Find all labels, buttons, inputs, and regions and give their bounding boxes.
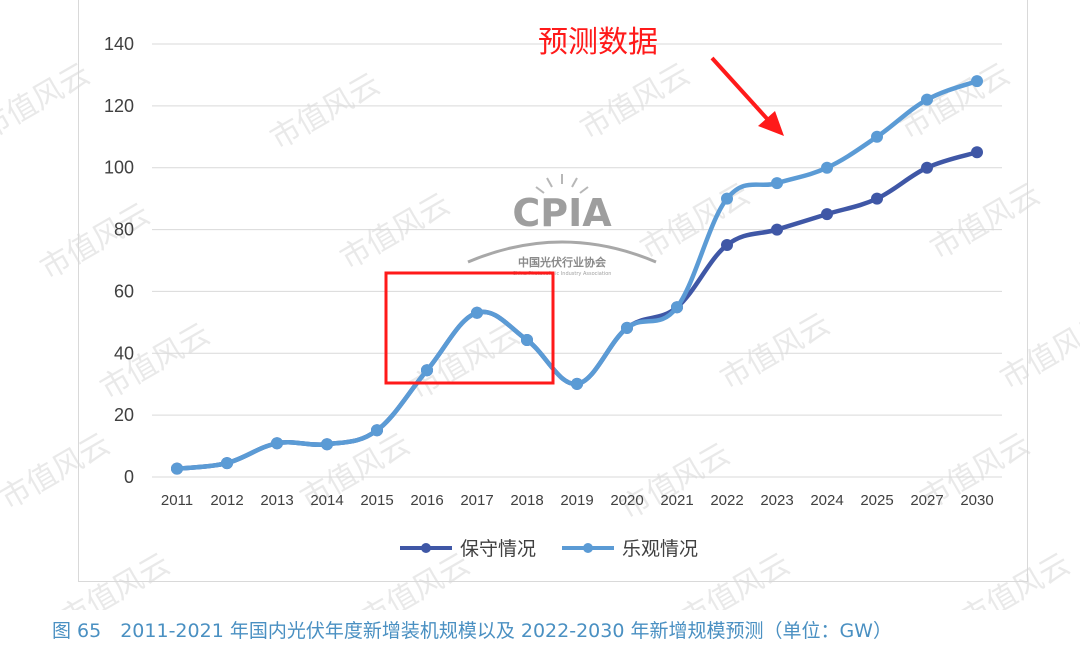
annotation-arrow [710, 56, 784, 136]
logo-swoosh [467, 240, 657, 264]
data-point [621, 321, 633, 334]
data-point [921, 161, 933, 174]
watermark-text: 市值风云 [715, 307, 836, 397]
data-point [371, 424, 383, 437]
data-point [421, 364, 433, 377]
x-tick-label: 2030 [960, 492, 993, 509]
highlight-box [384, 271, 555, 385]
data-point [271, 437, 283, 450]
data-point [571, 377, 583, 390]
logo-subtitle: 中国光伏行业协会 [518, 255, 607, 269]
sun-rays-icon [535, 174, 589, 194]
x-tick-label: 2020 [610, 492, 643, 509]
data-point [471, 306, 483, 319]
x-tick-label: 2016 [410, 492, 443, 509]
data-point [871, 192, 883, 205]
data-point [871, 130, 883, 143]
x-tick-label: 2024 [810, 492, 843, 509]
watermark-text: 市值风云 [355, 547, 476, 610]
legend: 保守情况 乐观情况 [400, 538, 698, 560]
legend-item-conservative: 保守情况 [400, 538, 536, 560]
grid-lines [152, 43, 1002, 478]
data-point [721, 239, 733, 252]
data-point [671, 301, 683, 314]
data-point [821, 208, 833, 221]
x-tick-label: 2022 [710, 492, 743, 509]
watermark-text: 市值风云 [955, 547, 1076, 610]
series-1 [171, 75, 983, 475]
y-tick-label: 40 [114, 343, 134, 363]
x-tick-label: 2017 [460, 492, 493, 509]
data-point [921, 93, 933, 106]
watermark-text: 市值风云 [615, 437, 736, 527]
watermark-text: 市值风云 [0, 57, 96, 147]
watermark-text: 市值风云 [55, 547, 176, 610]
x-tick-label: 2027 [910, 492, 943, 509]
x-tick-label: 2014 [310, 492, 343, 509]
legend-item-optimistic: 乐观情况 [562, 538, 698, 560]
x-tick-label: 2025 [860, 492, 893, 509]
watermark-text: 市值风云 [995, 307, 1080, 397]
data-point [221, 457, 233, 470]
data-point [521, 333, 533, 346]
y-tick-label: 120 [104, 96, 134, 116]
y-tick-label: 60 [114, 281, 134, 301]
x-tick-label: 2012 [210, 492, 243, 509]
x-tick-label: 2013 [260, 492, 293, 509]
y-tick-label: 20 [114, 405, 134, 425]
data-point [971, 75, 983, 88]
watermark-text: 市值风云 [0, 427, 116, 517]
watermark-text: 市值风云 [95, 317, 216, 407]
x-tick-label: 2019 [560, 492, 593, 509]
figure-caption: 图 65 2011-2021 年国内光伏年度新增装机规模以及 2022-2030… [52, 620, 892, 642]
watermark-text: 市值风云 [35, 197, 156, 287]
data-point [771, 223, 783, 236]
y-tick-label: 80 [114, 220, 134, 240]
watermark-text: 市值风云 [575, 57, 696, 147]
forecast-annotation: 预测数据 [538, 25, 658, 60]
y-axis-ticks: 0 20 40 60 80 100 120 140 [104, 34, 134, 487]
legend-label-optimistic: 乐观情况 [622, 538, 698, 560]
series-layer [171, 75, 983, 475]
x-tick-label: 2023 [760, 492, 793, 509]
x-tick-label: 2011 [161, 492, 193, 509]
watermark-text: 市值风云 [335, 187, 456, 277]
x-tick-label: 2015 [360, 492, 393, 509]
watermark-text: 市值风云 [895, 57, 1016, 147]
y-tick-label: 100 [104, 158, 134, 178]
x-tick-label: 2018 [510, 492, 543, 509]
watermark-text: 市值风云 [405, 317, 526, 407]
data-point [321, 438, 333, 451]
data-point [771, 177, 783, 190]
x-axis-ticks: 2011 2012 2013 2014 2015 2016 2017 2018 2019 2020… [161, 492, 994, 509]
data-point [721, 192, 733, 205]
y-tick-label: 0 [124, 467, 134, 487]
data-point [171, 462, 183, 475]
x-tick-label: 2021 [660, 492, 693, 509]
logo-subtitle-en: China Photovoltaic Industry Association [513, 271, 612, 277]
data-point [821, 161, 833, 174]
data-point [971, 146, 983, 159]
y-tick-label: 140 [104, 34, 134, 54]
watermark-text: 市值风云 [925, 177, 1046, 267]
legend-label-conservative: 保守情况 [460, 538, 536, 560]
watermark-text: 市值风云 [265, 67, 386, 157]
cpia-logo: CPIA 中国光伏行业协会 China Photovoltaic Industr… [467, 174, 657, 277]
logo-title: CPIA [512, 191, 612, 235]
